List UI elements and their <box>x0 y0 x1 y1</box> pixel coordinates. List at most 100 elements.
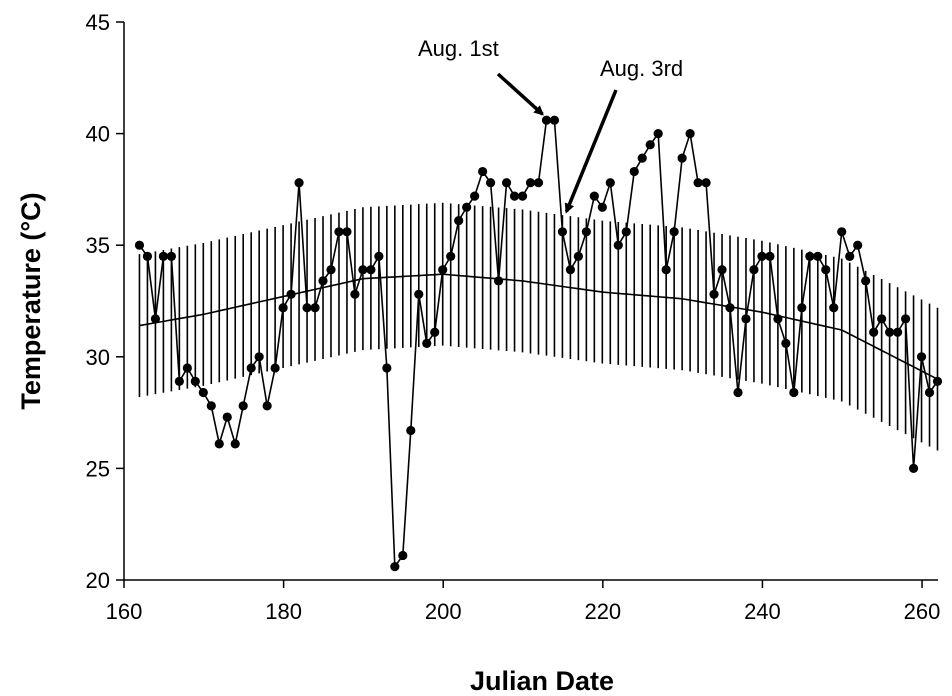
data-point <box>869 327 879 337</box>
data-point <box>254 352 264 362</box>
data-point <box>398 550 408 561</box>
data-point <box>158 251 169 261</box>
data-point <box>230 439 240 449</box>
data-point <box>605 178 615 188</box>
data-point <box>853 240 863 250</box>
data-point <box>597 202 607 212</box>
data-point <box>837 227 847 237</box>
data-point <box>174 376 184 386</box>
data-point <box>462 202 472 212</box>
annotation-label: Aug. 3rd <box>600 56 683 81</box>
data-point <box>278 303 288 313</box>
data-point <box>773 314 783 324</box>
data-point <box>669 227 679 237</box>
data-point <box>733 387 743 398</box>
data-point <box>565 265 576 275</box>
data-point <box>717 265 727 275</box>
data-point <box>414 289 424 299</box>
data-point <box>150 314 161 324</box>
x-axis-title: Julian Date <box>470 666 614 696</box>
data-point <box>877 314 887 324</box>
data-point <box>653 129 663 139</box>
data-point <box>366 265 376 275</box>
data-point <box>318 276 328 286</box>
data-point <box>589 191 599 201</box>
data-point <box>525 178 536 188</box>
data-point <box>214 439 224 449</box>
data-point <box>765 251 775 261</box>
data-point <box>182 363 192 373</box>
x-tick-label: 260 <box>904 599 941 624</box>
data-point <box>517 191 528 201</box>
data-point <box>326 265 336 275</box>
data-point <box>134 240 145 250</box>
data-point <box>861 276 871 286</box>
data-point <box>222 412 232 422</box>
y-tick-label: 25 <box>86 456 110 481</box>
data-point <box>821 265 831 275</box>
data-point <box>342 227 352 237</box>
observed-series-group <box>134 115 943 572</box>
data-point <box>334 227 344 237</box>
data-point <box>621 227 631 237</box>
data-point <box>262 401 272 411</box>
data-point <box>286 289 296 299</box>
data-point <box>813 251 823 261</box>
data-point <box>573 251 583 261</box>
data-point <box>725 303 735 313</box>
data-point <box>541 115 552 125</box>
data-point <box>549 115 560 125</box>
data-point <box>908 463 919 473</box>
annotation-arrow <box>496 72 544 116</box>
data-point <box>613 240 623 250</box>
data-point <box>932 376 943 386</box>
data-point <box>142 251 153 261</box>
data-point <box>900 314 911 324</box>
data-point <box>390 562 400 572</box>
data-point <box>238 401 248 411</box>
data-point <box>533 178 544 188</box>
data-point <box>358 265 368 275</box>
data-point <box>629 166 639 177</box>
data-point <box>709 289 719 299</box>
x-tick-label: 200 <box>425 599 462 624</box>
data-point <box>270 363 280 373</box>
x-tick-label: 180 <box>265 599 302 624</box>
x-tick-label: 240 <box>744 599 781 624</box>
data-point <box>645 140 655 150</box>
y-tick-label: 35 <box>86 233 110 258</box>
x-tick-label: 160 <box>106 599 143 624</box>
range-bars <box>138 202 939 451</box>
data-point <box>294 178 304 188</box>
data-point <box>190 376 200 386</box>
data-point <box>438 265 448 275</box>
data-point <box>246 363 256 373</box>
data-point <box>302 303 312 313</box>
mean-line <box>139 273 938 380</box>
data-point <box>781 338 791 349</box>
data-point <box>478 166 488 177</box>
data-point <box>430 327 440 337</box>
data-point <box>916 352 927 362</box>
data-point <box>693 178 703 188</box>
data-point <box>885 327 895 337</box>
data-point <box>406 425 416 436</box>
annotation-arrow <box>564 89 618 214</box>
data-point <box>805 251 815 261</box>
data-point <box>677 153 687 163</box>
y-axis-title: Temperature (°C) <box>16 192 46 409</box>
annotations: Aug. 1st Aug. 3rd <box>418 36 683 214</box>
data-point <box>446 251 456 261</box>
data-point <box>829 303 839 313</box>
data-point <box>557 227 568 237</box>
data-point <box>310 303 320 313</box>
data-point <box>797 303 807 313</box>
data-point <box>509 191 520 201</box>
data-point <box>637 153 647 163</box>
data-point <box>661 265 671 275</box>
mean-line-group <box>139 273 938 380</box>
data-point <box>350 289 360 299</box>
data-point <box>501 178 512 188</box>
data-point <box>166 251 176 261</box>
data-point <box>685 129 695 139</box>
